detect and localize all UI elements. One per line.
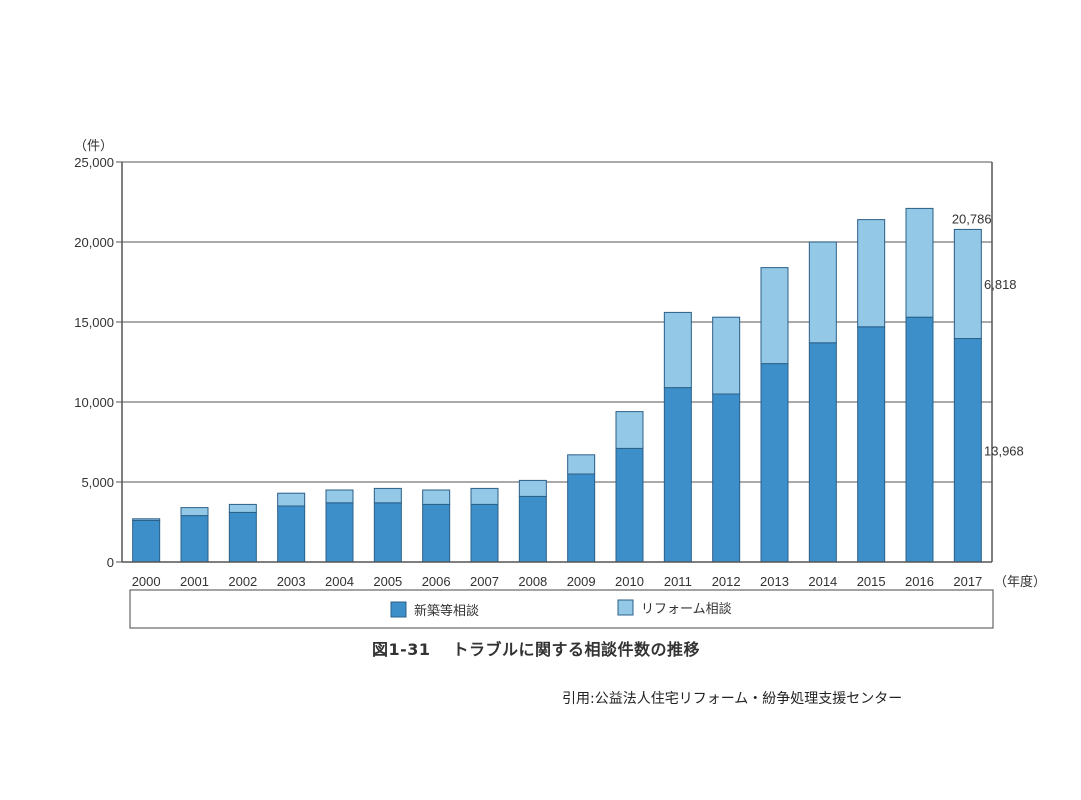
bar-reform-2010	[615, 411, 644, 449]
x-tick-label: 2001	[180, 574, 209, 589]
legend-swatch-new	[390, 601, 407, 618]
bar-reform-2015	[857, 219, 886, 328]
figure-number: 図1-31	[372, 640, 431, 659]
y-tick-label: 25,000	[74, 155, 114, 170]
bar-reform-2000	[132, 518, 161, 521]
x-tick-label: 2016	[905, 574, 934, 589]
y-tick-label: 10,000	[74, 395, 114, 410]
legend-swatch-reform	[617, 599, 634, 616]
bar-reform-2005	[373, 487, 402, 504]
annotation-new-2017: 13,968	[984, 443, 1024, 458]
bar-new-2015	[857, 326, 886, 563]
bar-reform-2007	[470, 487, 499, 505]
x-tick-label: 2013	[760, 574, 789, 589]
bar-reform-2001	[180, 507, 209, 517]
bar-new-2007	[470, 503, 499, 563]
x-tick-label: 2008	[518, 574, 547, 589]
axes	[121, 162, 993, 563]
bar-new-2009	[567, 473, 596, 563]
x-tick-label: 2012	[712, 574, 741, 589]
bar-new-2011	[663, 387, 692, 563]
bar-reform-2003	[277, 492, 306, 507]
x-tick-label: 2014	[808, 574, 837, 589]
bar-reform-2012	[712, 316, 741, 395]
legend-box	[129, 589, 994, 629]
bar-new-2002	[228, 511, 257, 563]
x-tick-label: 2011	[664, 574, 692, 589]
bar-new-2005	[373, 502, 402, 563]
bar-reform-2004	[325, 489, 354, 504]
grid	[122, 161, 992, 483]
bar-new-2010	[615, 447, 644, 563]
x-tick-label: 2015	[857, 574, 886, 589]
bar-new-2017	[953, 338, 982, 563]
bar-reform-2014	[808, 241, 837, 344]
x-tick-label: 2002	[228, 574, 257, 589]
bar-new-2014	[808, 342, 837, 563]
x-tick-label: 2004	[325, 574, 354, 589]
y-ticks: 0 5,000 10,000 15,000 20,000 25,000	[74, 155, 122, 570]
figure-title: トラブルに関する相談件数の推移	[452, 640, 701, 659]
y-tick-label: 5,000	[81, 475, 114, 490]
bar-new-2012	[712, 393, 741, 563]
y-tick-label: 0	[107, 555, 114, 570]
annotation-reform-2017: 6,818	[984, 277, 1017, 292]
figure-caption: 図1-31 トラブルに関する相談件数の推移	[372, 636, 700, 660]
bars	[132, 207, 982, 563]
bar-reform-2009	[567, 454, 596, 475]
source-citation: 引用:公益法人住宅リフォーム・紛争処理支援センター	[562, 691, 903, 707]
bar-new-2006	[422, 503, 451, 563]
annotation-total-2017: 20,786	[952, 211, 992, 226]
bar-new-2016	[905, 316, 934, 563]
bar-new-2004	[325, 502, 354, 563]
bar-new-2000	[132, 519, 161, 563]
y-tick-label: 15,000	[74, 315, 114, 330]
y-tick-label: 20,000	[74, 235, 114, 250]
x-tick-label: 2000	[132, 574, 161, 589]
bar-reform-2002	[228, 503, 257, 513]
bar-reform-2011	[663, 311, 692, 389]
x-tick-label: 2005	[373, 574, 402, 589]
bar-reform-2008	[518, 479, 547, 497]
bar-new-2013	[760, 363, 789, 563]
x-ticks: 2000 2001 2002 2003 2004 2005 2006 2007 2008 2009…	[132, 574, 983, 589]
legend-label-new: 新築等相談	[414, 603, 479, 618]
bar-new-2001	[180, 515, 209, 563]
bar-new-2003	[277, 505, 306, 563]
legend: 新築等相談 リフォーム相談	[129, 589, 994, 629]
x-tick-label: 2006	[422, 574, 451, 589]
legend-label-reform: リフォーム相談	[641, 601, 732, 616]
bar-reform-2006	[422, 489, 451, 505]
x-unit-label: （年度）	[994, 574, 1046, 589]
y-unit-label: （件）	[74, 138, 113, 153]
x-tick-label: 2017	[953, 574, 982, 589]
x-tick-label: 2010	[615, 574, 644, 589]
x-tick-label: 2009	[567, 574, 596, 589]
x-tick-label: 2007	[470, 574, 499, 589]
bar-reform-2016	[905, 207, 934, 318]
bar-new-2008	[518, 495, 547, 563]
bar-reform-2017	[953, 228, 982, 340]
bar-reform-2013	[760, 267, 789, 365]
x-tick-label: 2003	[277, 574, 306, 589]
